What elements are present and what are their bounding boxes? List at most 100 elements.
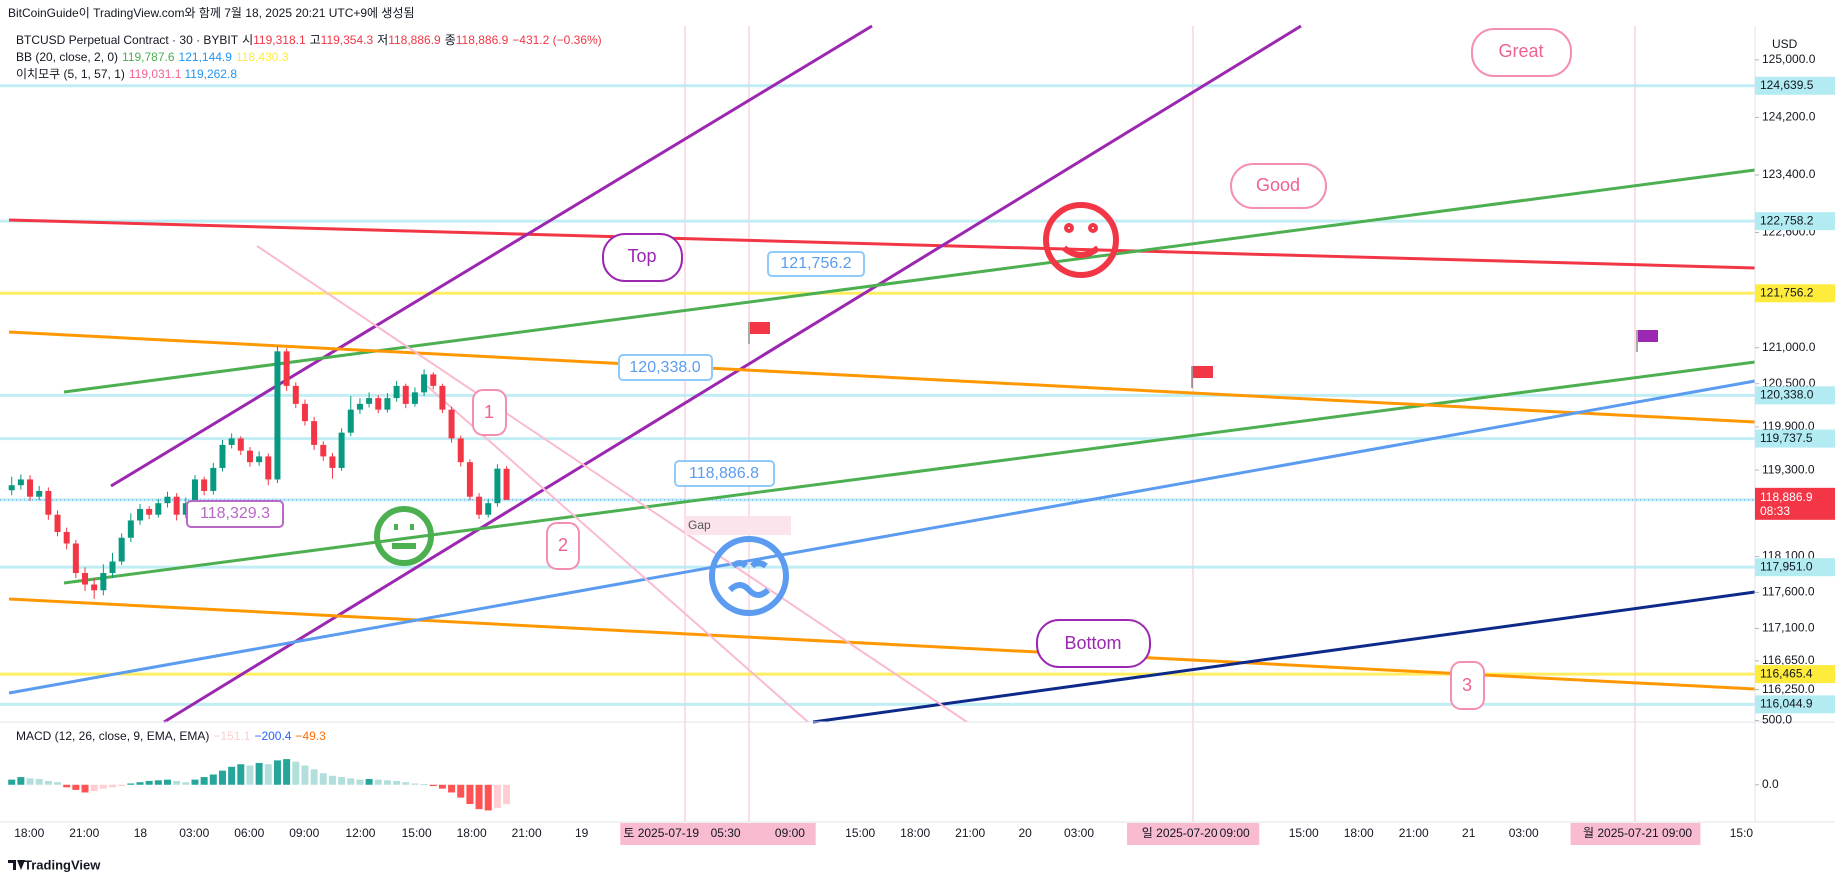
candle-body <box>503 468 510 500</box>
macd-bar <box>63 784 71 788</box>
candle-body <box>329 456 336 468</box>
macd-bar <box>493 784 501 808</box>
y-tick-label: 123,400.0 <box>1762 167 1816 181</box>
x-tick-label: 15:00 <box>845 826 875 840</box>
macd-bar <box>182 782 190 785</box>
candle-body <box>82 573 89 585</box>
legend-line: MACD (12, 26, close, 9, EMA, EMA) −151.1−… <box>16 729 326 743</box>
level-badge-text: 122,758.2 <box>1760 213 1814 227</box>
trend-line <box>110 24 873 488</box>
macd-bar <box>118 784 126 787</box>
price-note-text: 121,756.2 <box>780 255 851 272</box>
date-marker: 월 2025-07-21 <box>1583 826 1659 840</box>
y-tick-label: 117,600.0 <box>1762 585 1815 599</box>
candle-body <box>439 385 446 410</box>
candle-body <box>411 392 418 404</box>
y-tick-label: 119,300.0 <box>1762 462 1815 476</box>
x-tick-label: 15:00 <box>402 826 432 840</box>
x-tick-label: 03:00 <box>1509 826 1539 840</box>
indicator-name: BB (20, close, 2, 0) <box>16 50 118 64</box>
x-tick-label: 21:00 <box>955 826 985 840</box>
macd-bar <box>438 784 446 789</box>
legend-line: BTCUSD Perpetual Contract · 30 · BYBIT 시1… <box>16 33 602 47</box>
candle-body <box>164 496 171 504</box>
level-badge-text: 117,951.0 <box>1760 559 1813 573</box>
macd-bar <box>402 782 410 785</box>
candle-body <box>457 438 464 463</box>
level-badge <box>1755 76 1835 95</box>
legend-value: 118,430.3 <box>236 50 289 64</box>
number-text: 3 <box>1462 675 1472 695</box>
x-tick-label: 21 <box>1462 826 1476 840</box>
date-marker-box <box>1570 823 1701 845</box>
flag <box>1638 330 1658 342</box>
x-tick-label: 18:00 <box>900 826 930 840</box>
callout-box <box>1471 28 1572 77</box>
candle-body <box>375 398 382 410</box>
price-note <box>674 460 775 487</box>
y-tick-label: 124,200.0 <box>1762 110 1816 124</box>
logo <box>8 860 25 870</box>
x-tick-label: 15:00 <box>1289 826 1319 840</box>
level-badge <box>1755 212 1835 231</box>
macd-bar <box>429 784 437 787</box>
time-axis: 토 2025-07-19 일 2025-07-20 월 2025-07-21 18:0… <box>14 823 1753 845</box>
trend-line <box>256 245 968 723</box>
macd-bar <box>356 779 364 785</box>
callout-text: Top <box>627 246 656 266</box>
candle-body <box>17 479 24 486</box>
candle-body <box>127 520 134 538</box>
macd-bar <box>237 764 245 785</box>
legend-line: 이치모쿠 (5, 1, 57, 1) 119,031.1 119,262.8 <box>16 67 237 81</box>
level-badge-text: 121,756.2 <box>1760 285 1814 299</box>
number-box <box>472 389 507 436</box>
macd-bar <box>109 784 117 788</box>
x-tick-label: 06:00 <box>234 826 264 840</box>
credit: BitCoinGuide이 TradingView.com와 함께 7월 18,… <box>8 6 415 20</box>
candle-body <box>448 409 455 439</box>
candle-body <box>366 398 373 404</box>
callout-box <box>1036 619 1151 668</box>
trend-line <box>812 590 1756 724</box>
candle-body <box>91 584 98 591</box>
candle-body <box>228 438 235 445</box>
macd-bar <box>17 777 25 785</box>
candle-body <box>265 456 272 480</box>
macd-pane: 500.0 0.0 <box>8 713 1792 811</box>
current-price-badge <box>1755 487 1835 520</box>
level-badge <box>1755 558 1835 577</box>
x-tick-label: 09:00 <box>289 826 319 840</box>
symbol: BTCUSD Perpetual Contract · 30 · BYBIT <box>16 33 239 47</box>
macd-bar <box>365 778 373 785</box>
candle-body <box>36 490 43 497</box>
candle-body <box>485 503 492 515</box>
callout-text: Great <box>1498 41 1543 61</box>
gap-text: Gap <box>688 518 711 532</box>
level-badge-text: 120,338.0 <box>1760 388 1814 402</box>
macd-bar <box>218 770 226 785</box>
macd-bar <box>383 780 391 785</box>
level-badge-text: 119,737.5 <box>1760 431 1813 445</box>
level-badge-text: 116,044.9 <box>1760 697 1813 711</box>
date-marker-box <box>1126 823 1260 845</box>
macd-bar <box>475 784 483 810</box>
macd-bar <box>310 769 318 785</box>
candle-body <box>311 421 318 445</box>
x-tick-label: 21:00 <box>69 826 99 840</box>
macd-bar <box>338 777 346 785</box>
legend-value: 118,886.9 <box>456 33 509 47</box>
number-text: 2 <box>558 535 568 555</box>
candle-body <box>320 444 327 457</box>
macd-bar <box>393 780 401 785</box>
candle-body <box>100 573 107 591</box>
x-tick-label: 12:00 <box>345 826 375 840</box>
macd-bar <box>264 764 272 785</box>
macd-bar <box>81 784 89 793</box>
candle-body <box>292 385 299 404</box>
x-tick-label: 18:00 <box>457 826 487 840</box>
price-note-text: 120,338.0 <box>629 359 700 376</box>
x-tick-label: 09:00 <box>775 826 805 840</box>
candle-body <box>338 432 345 468</box>
date-marker: 토 2025-07-19 <box>623 826 699 840</box>
